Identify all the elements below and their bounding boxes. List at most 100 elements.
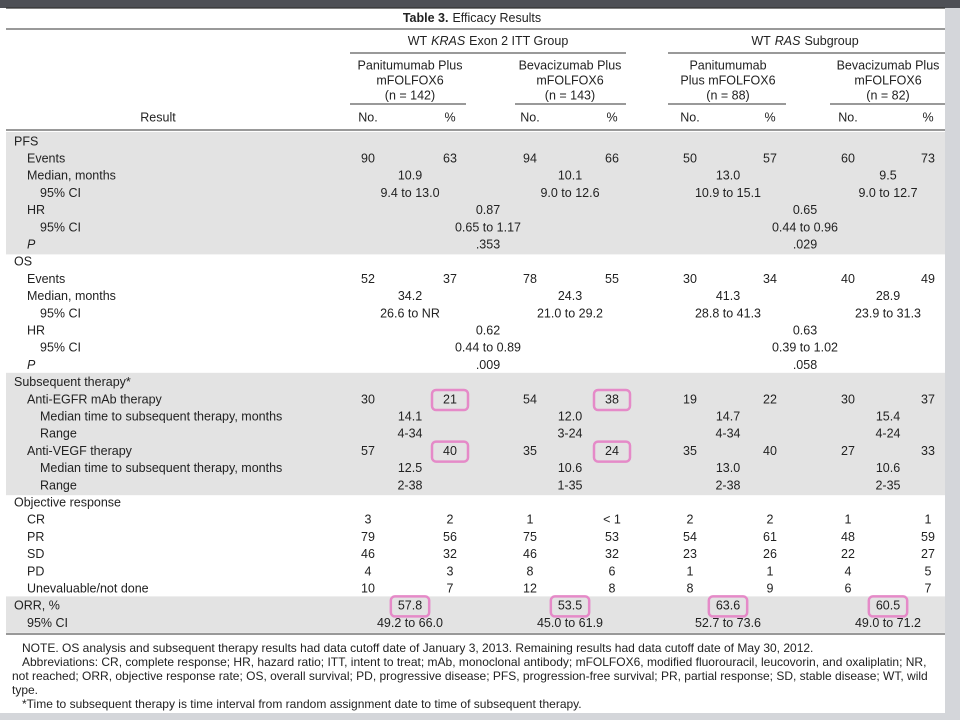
column-header: mFOLFOX6 — [376, 73, 443, 87]
section-shade — [6, 372, 945, 496]
no-header: No. — [358, 110, 377, 124]
cell: .353 — [476, 237, 500, 251]
cell: 55 — [605, 272, 619, 286]
cell: 12.0 — [558, 409, 582, 423]
cell: 45.0 to 61.9 — [537, 616, 603, 630]
cell: 13.0 — [716, 461, 740, 475]
column-header: Bevacizumab Plus — [519, 58, 622, 72]
cell: 2 — [687, 513, 694, 527]
column-header: Panitumumab Plus — [358, 58, 463, 72]
row-label: Range — [40, 427, 77, 441]
cell: 8 — [609, 581, 616, 595]
cell: 50 — [683, 151, 697, 165]
cell: .029 — [793, 237, 817, 251]
pct-header: % — [444, 110, 455, 124]
row-label: Unevaluable/not done — [27, 581, 149, 595]
cell: 24.3 — [558, 289, 582, 303]
cell: 4-24 — [875, 427, 900, 441]
cell: 28.9 — [876, 289, 900, 303]
group-suffix: Exon 2 ITT Group — [469, 34, 568, 48]
cell: 1-35 — [557, 478, 582, 492]
title-text: Efficacy Results — [452, 11, 541, 25]
cell: 1 — [767, 564, 774, 578]
cell: 49.0 to 71.2 — [855, 616, 921, 630]
cell: 7 — [447, 581, 454, 595]
cell: 10.1 — [558, 169, 582, 183]
cell: 10.9 to 15.1 — [695, 186, 761, 200]
cell: 32 — [443, 547, 457, 561]
cell: 35 — [683, 444, 697, 458]
cell: 26 — [763, 547, 777, 561]
row-label: PR — [27, 530, 44, 544]
group-prefix: WT — [751, 34, 771, 48]
cell: 33 — [921, 444, 935, 458]
highlight-box — [430, 440, 470, 463]
cell: 1 — [925, 513, 932, 527]
cell: 6 — [845, 581, 852, 595]
row-label: PD — [27, 564, 44, 578]
cell: 75 — [523, 530, 537, 544]
cell: 10.6 — [558, 461, 582, 475]
row-label: P — [27, 358, 36, 372]
cell: 2-35 — [875, 478, 900, 492]
notes: NOTE. OS analysis and subsequent therapy… — [12, 641, 938, 711]
row-label: 95% CI — [40, 306, 81, 320]
highlight-box — [592, 440, 632, 463]
highlight-box — [389, 595, 431, 618]
cell: 12 — [523, 581, 537, 595]
cell: 38 — [605, 392, 619, 406]
cell: 48 — [841, 530, 855, 544]
cell: 94 — [523, 151, 537, 165]
cell: 14.1 — [398, 409, 422, 423]
cell: 63.6 — [716, 599, 740, 613]
cell: 13.0 — [716, 169, 740, 183]
cell: < 1 — [603, 513, 621, 527]
row-label: ORR, % — [14, 599, 60, 613]
row-label: Events — [27, 151, 65, 165]
cell: 30 — [683, 272, 697, 286]
group-italic: KRAS — [431, 34, 466, 48]
row-label: HR — [27, 203, 45, 217]
cell: 61 — [763, 530, 777, 544]
cell: 2 — [767, 513, 774, 527]
row-label: P — [27, 237, 36, 251]
cell: 66 — [605, 151, 619, 165]
group-header: WT KRAS Exon 2 ITT Group — [408, 34, 569, 48]
cell: 21.0 to 29.2 — [537, 306, 603, 320]
row-label: CR — [27, 513, 45, 527]
cell: 52.7 to 73.6 — [695, 616, 761, 630]
row-label: Median time to subsequent therapy, month… — [40, 409, 282, 423]
cell: 57.8 — [398, 599, 422, 613]
cell: 22 — [841, 547, 855, 561]
cell: 1 — [845, 513, 852, 527]
pct-header: % — [764, 110, 775, 124]
cell: 10.6 — [876, 461, 900, 475]
paper — [0, 8, 945, 713]
cell: 1 — [527, 513, 534, 527]
section-shade — [6, 132, 945, 255]
cell: 22 — [763, 392, 777, 406]
pct-header: % — [922, 110, 933, 124]
cell: 26.6 to NR — [380, 306, 440, 320]
cell: 0.62 — [476, 323, 500, 337]
cell: 9 — [767, 581, 774, 595]
cell: 4-34 — [397, 427, 422, 441]
row-label: Events — [27, 272, 65, 286]
cell: 57 — [763, 151, 777, 165]
row-label: Median time to subsequent therapy, month… — [40, 461, 282, 475]
cell: 0.87 — [476, 203, 500, 217]
column-header: (n = 143) — [545, 88, 595, 102]
cell: 73 — [921, 151, 935, 165]
cell: 79 — [361, 530, 375, 544]
cell: 49.2 to 66.0 — [377, 616, 443, 630]
row-label: Objective response — [14, 495, 121, 509]
cell: 2 — [447, 513, 454, 527]
cell: 6 — [609, 564, 616, 578]
cell: 8 — [527, 564, 534, 578]
highlight-box — [430, 388, 470, 412]
group-suffix: Subgroup — [804, 34, 858, 48]
cell: 40 — [443, 444, 457, 458]
cell: 30 — [361, 392, 375, 406]
cell: 10.9 — [398, 169, 422, 183]
highlight-box — [867, 595, 909, 618]
